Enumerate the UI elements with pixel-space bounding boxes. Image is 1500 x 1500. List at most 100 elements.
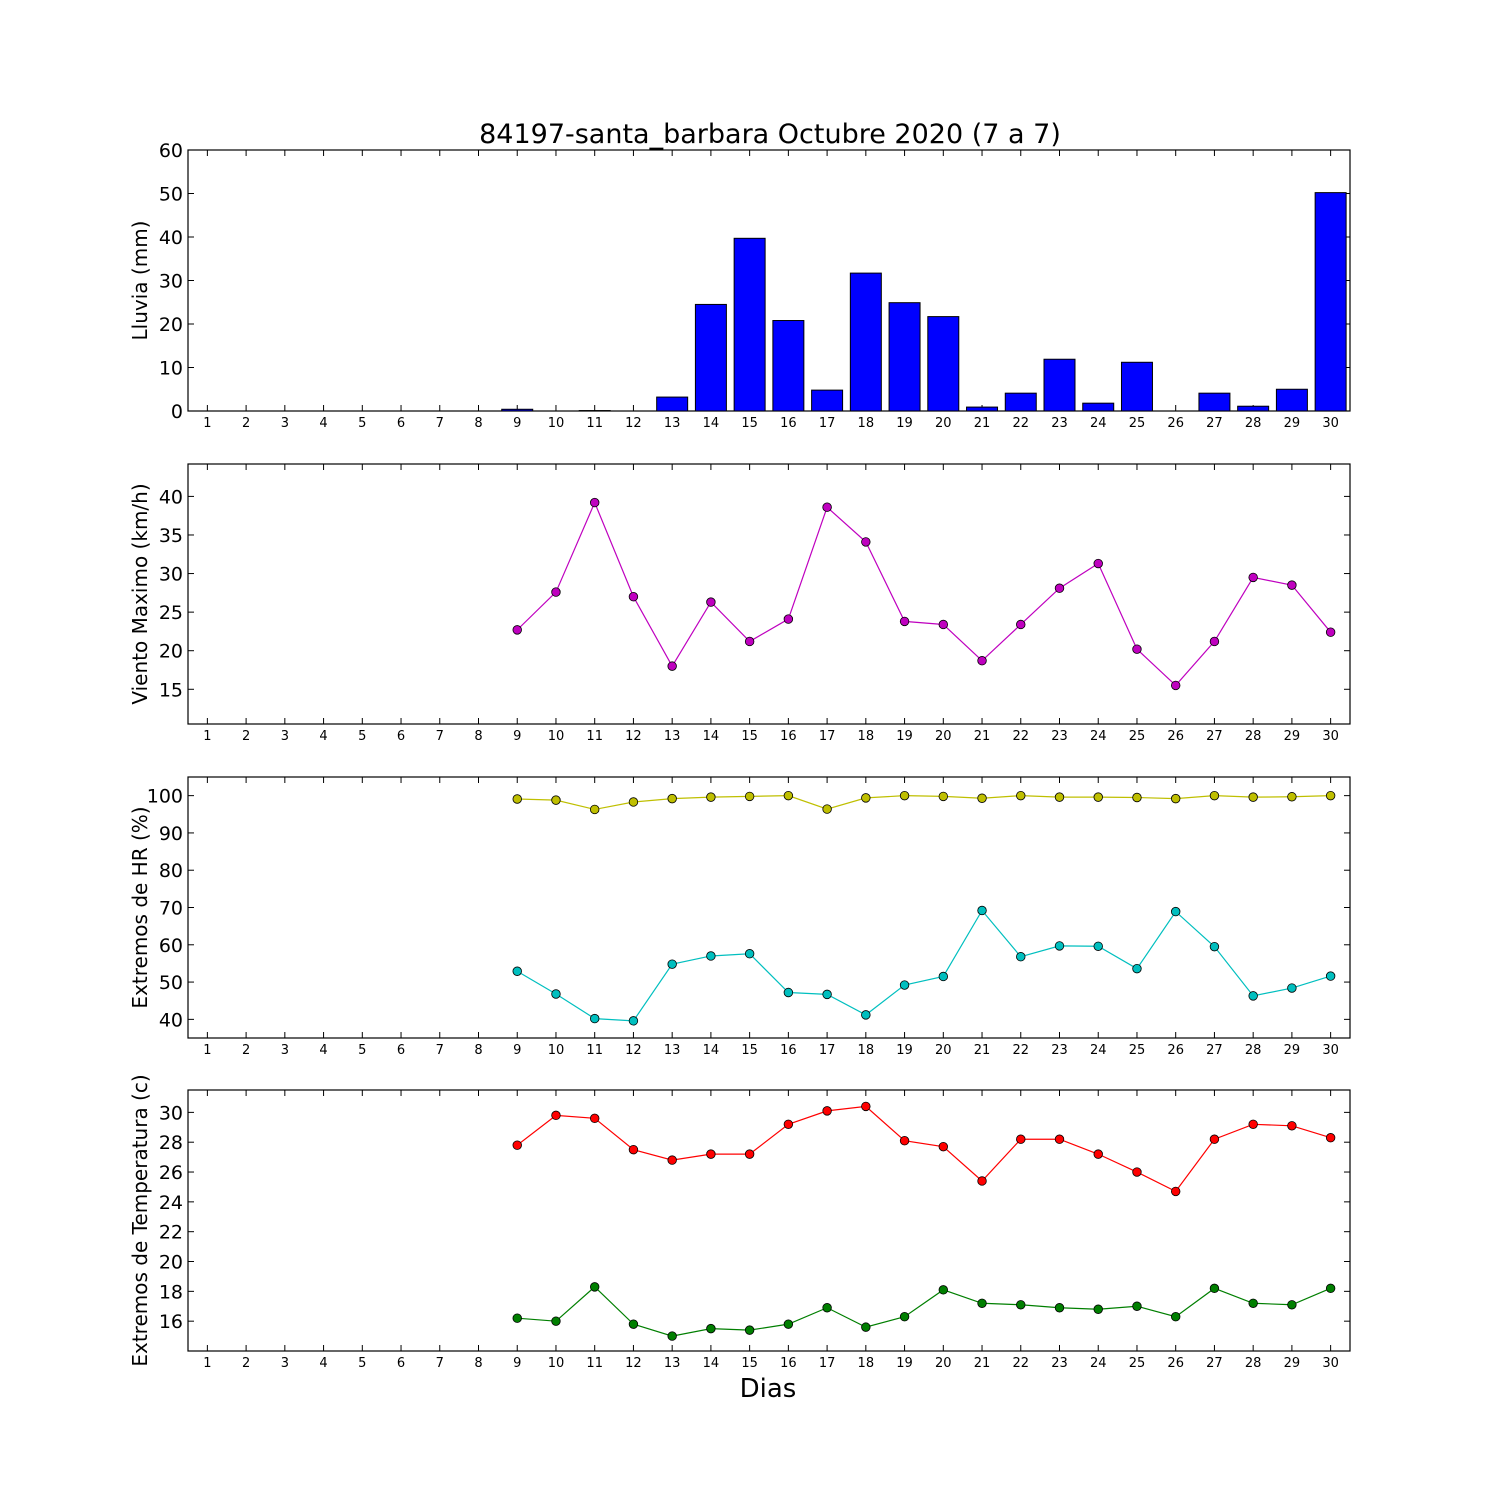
bar	[1082, 402, 1115, 412]
x-tick-label: 9	[513, 416, 521, 431]
y-axis-label: Viento Maximo (km/h)	[128, 483, 152, 704]
data-point	[822, 502, 832, 512]
x-tick-label: 23	[1051, 1043, 1068, 1058]
data-point	[1325, 971, 1336, 981]
data-point	[1093, 1304, 1103, 1314]
x-tick-label: 2	[242, 729, 250, 744]
bar	[1275, 388, 1308, 412]
data-point	[1132, 963, 1142, 974]
data-point	[1170, 1186, 1181, 1197]
data-point	[551, 1316, 561, 1326]
x-tick-label: 11	[586, 729, 603, 744]
y-tick-label: 18	[159, 1281, 183, 1303]
data-point	[590, 804, 600, 815]
plot-frame	[187, 1089, 1351, 1352]
data-point	[1287, 1300, 1297, 1310]
data-point	[977, 905, 987, 916]
x-tick-label: 19	[896, 1356, 913, 1371]
x-tick-label: 15	[741, 416, 758, 431]
x-tick-label: 3	[281, 416, 289, 431]
bar	[888, 302, 921, 412]
x-tick-label: 17	[819, 729, 836, 744]
data-point	[590, 497, 600, 508]
bar	[1237, 405, 1270, 412]
x-tick-label: 23	[1051, 416, 1068, 431]
y-tick-label: 80	[159, 860, 183, 882]
data-point	[977, 656, 987, 666]
data-point	[861, 537, 871, 547]
x-tick-label: 22	[1012, 1356, 1029, 1371]
series-line-2	[517, 1286, 1331, 1337]
x-tick-label: 25	[1129, 416, 1146, 431]
x-tick-label: 26	[1167, 1356, 1184, 1371]
data-point	[667, 793, 677, 804]
x-tick-label: 4	[319, 1356, 327, 1371]
x-tick-label: 13	[664, 1043, 681, 1058]
data-point	[822, 1303, 832, 1313]
bar	[1043, 358, 1076, 412]
x-axis-label: Dias	[740, 1374, 797, 1404]
data-point	[512, 625, 522, 635]
x-tick-label: 14	[703, 729, 720, 744]
data-point	[783, 614, 794, 624]
data-point	[1248, 792, 1258, 802]
data-point	[744, 949, 755, 959]
data-point	[628, 1144, 639, 1155]
data-point	[899, 790, 910, 801]
y-tick-label: 28	[159, 1132, 183, 1154]
x-tick-label: 10	[548, 1356, 565, 1371]
data-point	[938, 1285, 949, 1295]
x-tick-label: 6	[397, 1043, 405, 1058]
x-tick-label: 2	[242, 416, 250, 431]
x-tick-label: 1	[203, 416, 211, 431]
y-axis-label: Lluvia (mm)	[128, 221, 152, 341]
bar	[811, 389, 844, 412]
data-point	[1287, 1121, 1297, 1131]
x-tick-label: 29	[1284, 1356, 1301, 1371]
data-point	[783, 790, 794, 801]
x-tick-label: 1	[203, 1043, 211, 1058]
x-tick-label: 28	[1245, 1356, 1262, 1371]
x-tick-label: 13	[664, 1356, 681, 1371]
x-tick-label: 14	[703, 1356, 720, 1371]
x-tick-label: 7	[436, 416, 444, 431]
data-point	[628, 592, 639, 602]
data-point	[744, 791, 755, 802]
data-point	[1209, 790, 1220, 801]
x-tick-label: 25	[1129, 729, 1146, 744]
x-tick-label: 11	[586, 1356, 603, 1371]
x-tick-label: 22	[1012, 729, 1029, 744]
x-tick-label: 4	[319, 1043, 327, 1058]
x-tick-label: 20	[935, 729, 952, 744]
y-tick-label: 20	[159, 1252, 183, 1274]
data-point	[783, 1119, 794, 1130]
x-tick-label: 11	[586, 1043, 603, 1058]
data-point	[1325, 1133, 1336, 1143]
x-tick-label: 25	[1129, 1043, 1146, 1058]
data-point	[1170, 793, 1181, 804]
data-point	[822, 989, 832, 1000]
x-tick-label: 15	[741, 729, 758, 744]
x-tick-label: 27	[1206, 1356, 1223, 1371]
data-point	[1093, 1149, 1103, 1159]
data-point	[1054, 1303, 1065, 1313]
data-point	[1016, 1134, 1026, 1144]
data-point	[706, 792, 716, 802]
x-tick-label: 7	[436, 1043, 444, 1058]
y-tick-label: 60	[159, 140, 183, 162]
data-point	[744, 636, 755, 647]
x-tick-label: 22	[1012, 1043, 1029, 1058]
data-point	[1209, 636, 1220, 647]
data-point	[861, 793, 871, 803]
x-tick-label: 30	[1322, 416, 1339, 431]
data-point	[1132, 792, 1142, 803]
x-tick-label: 26	[1167, 729, 1184, 744]
y-tick-label: 30	[159, 1102, 183, 1124]
x-tick-label: 5	[358, 1043, 366, 1058]
data-point	[1209, 1134, 1220, 1144]
y-tick-label: 10	[159, 358, 183, 380]
data-point	[1016, 790, 1026, 801]
